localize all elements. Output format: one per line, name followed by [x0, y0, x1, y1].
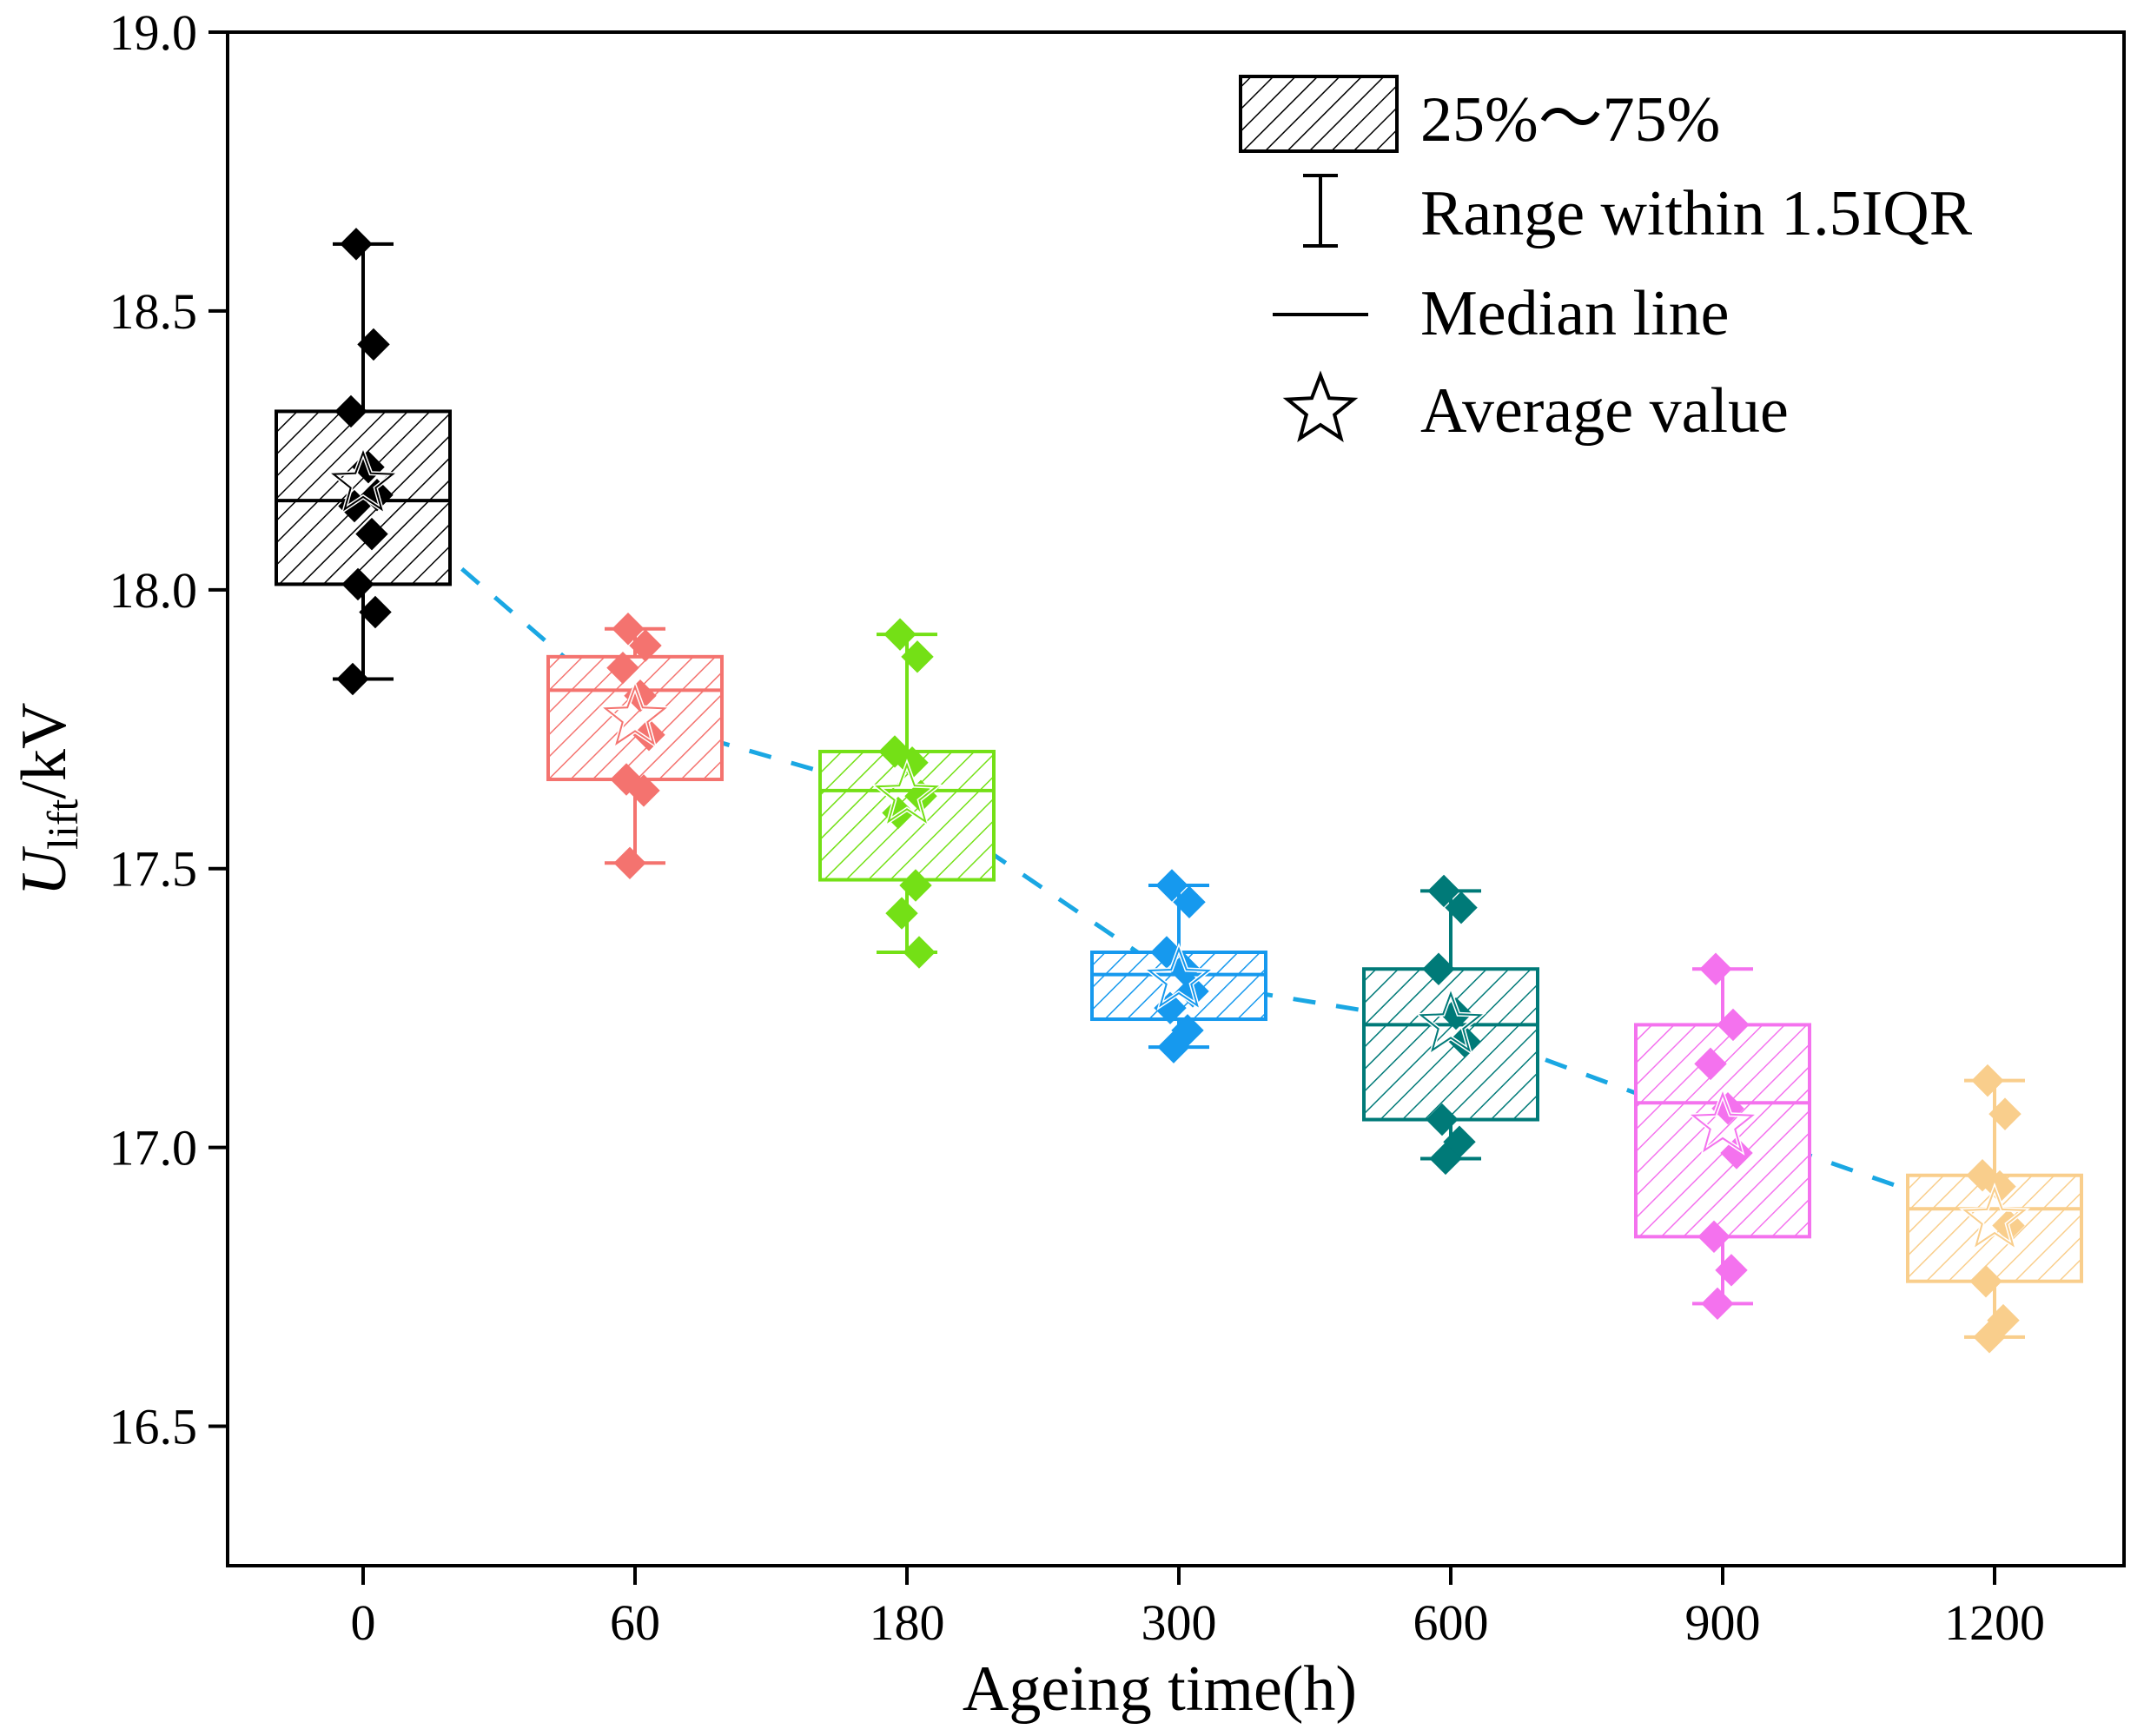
legend: 25%～75% Range within 1.5IQR Median line … [1239, 75, 1973, 447]
data-point [1694, 1047, 1727, 1081]
data-point [1973, 1321, 2006, 1354]
average-star [603, 684, 667, 745]
box-group-1200 [1906, 1063, 2083, 1354]
data-point [1697, 1220, 1730, 1254]
x-tick-label: 300 [1141, 1594, 1217, 1651]
data-point [899, 869, 932, 902]
x-tick-label: 900 [1685, 1594, 1761, 1651]
x-axis: 0 60 180 300 600 900 1200 [351, 1566, 2045, 1651]
data-point [1427, 874, 1460, 908]
y-tick-label: 16.5 [109, 1399, 198, 1455]
average-star [331, 450, 395, 512]
data-point [359, 595, 392, 629]
y-axis-title-main: U [9, 845, 80, 896]
data-point [340, 228, 373, 261]
x-tick-label: 600 [1413, 1594, 1489, 1651]
x-tick-label: 0 [351, 1594, 376, 1651]
average-star [1962, 1186, 2027, 1248]
data-point [883, 618, 916, 651]
data-point [613, 846, 646, 880]
data-point [901, 640, 934, 673]
legend-label-average: Average value [1420, 375, 1789, 447]
y-tick-label: 18.0 [109, 562, 198, 619]
data-point [1155, 869, 1188, 902]
iqr-box [546, 654, 724, 782]
box-group-180 [818, 618, 996, 969]
boxes-layer [275, 228, 2083, 1354]
x-axis-title: Ageing time(h) [963, 1653, 1357, 1725]
box-group-900 [1634, 952, 1811, 1321]
data-point [355, 517, 388, 551]
box-group-60 [546, 613, 724, 880]
y-axis-title: Ulift/kV [9, 703, 87, 897]
data-point [606, 651, 639, 685]
legend-label-iqr: 25%～75% [1420, 84, 1720, 156]
average-star [1419, 991, 1483, 1052]
average-star [1147, 946, 1211, 1008]
data-point [336, 662, 369, 696]
average-star [875, 762, 939, 824]
y-tick-label: 18.5 [109, 283, 198, 340]
legend-average-star-icon [1282, 370, 1359, 442]
data-point [1717, 1008, 1750, 1042]
data-point [334, 394, 367, 428]
x-tick-label: 60 [610, 1594, 660, 1651]
box-group-300 [1090, 869, 1267, 1063]
data-point [341, 567, 374, 601]
data-point [1971, 1063, 2004, 1097]
data-point [1699, 952, 1732, 985]
legend-label-range: Range within 1.5IQR [1420, 178, 1973, 249]
plot-frame [226, 30, 2126, 1567]
y-tick-label: 19.0 [109, 4, 198, 61]
data-point [1701, 1287, 1734, 1321]
data-point [1720, 1136, 1753, 1169]
data-point [357, 328, 390, 361]
data-point [629, 629, 662, 662]
average-star [1691, 1091, 1755, 1153]
legend-whisker-symbol [1303, 174, 1338, 248]
data-point [1173, 885, 1206, 918]
data-point [1969, 1264, 2002, 1298]
data-point [1715, 1254, 1748, 1287]
data-point [885, 897, 918, 930]
y-tick-label: 17.5 [109, 841, 198, 898]
data-point [1157, 1030, 1190, 1063]
y-axis: 16.5 17.0 17.5 18.0 18.5 19.0 [109, 4, 228, 1455]
x-tick-label: 180 [870, 1594, 945, 1651]
box-group-600 [1362, 874, 1539, 1176]
y-axis-title-suffix: /kV [9, 703, 80, 799]
legend-label-median: Median line [1420, 278, 1730, 349]
data-point [1426, 1103, 1459, 1136]
data-point [612, 613, 645, 646]
y-axis-title-sub: lift [38, 799, 87, 850]
data-point [627, 774, 660, 807]
data-point [1445, 891, 1478, 924]
y-tick-label: 17.0 [109, 1120, 198, 1176]
data-point [903, 936, 936, 969]
legend-box-symbol [1239, 75, 1399, 153]
data-point [1988, 1097, 2022, 1130]
iqr-box [1634, 1023, 1811, 1239]
data-point [1429, 1142, 1462, 1176]
x-tick-label: 1200 [1944, 1594, 2045, 1651]
data-point [1422, 952, 1455, 985]
box-group-0 [275, 228, 452, 696]
